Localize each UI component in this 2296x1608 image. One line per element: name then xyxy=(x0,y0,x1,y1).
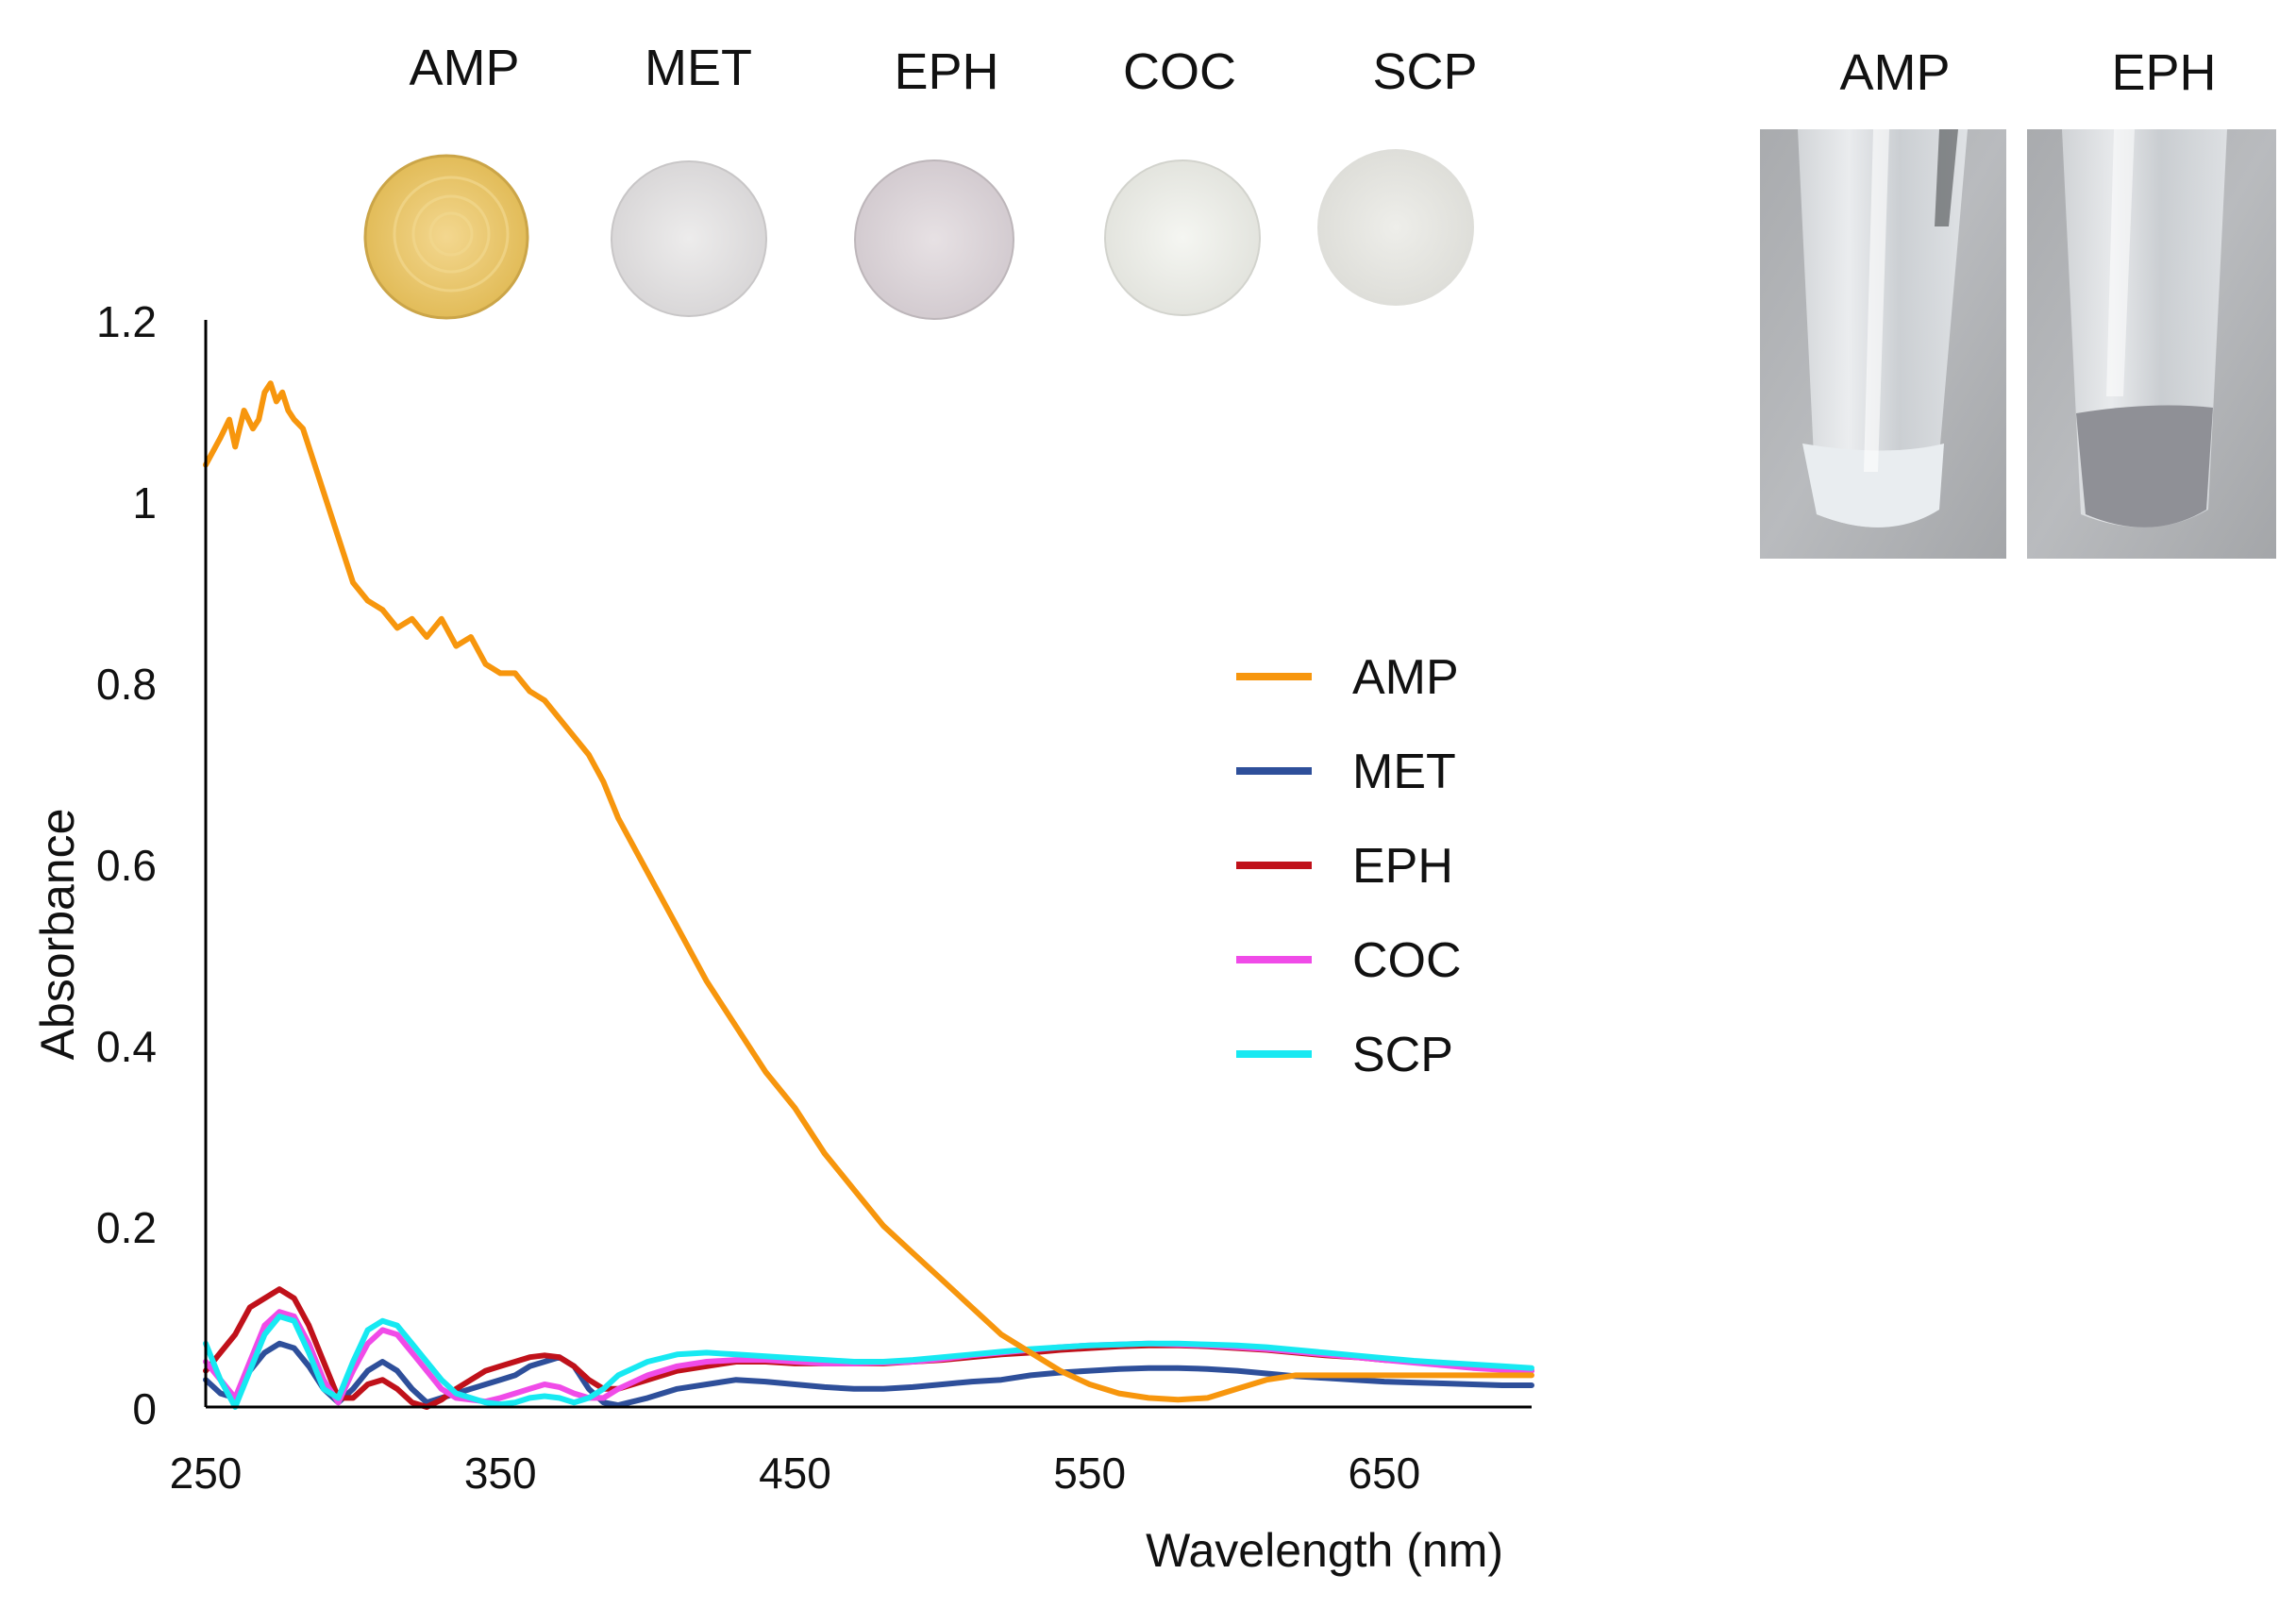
legend: AMP MET EPH COC SCP xyxy=(1236,650,1462,1082)
y-tick-label: 1.2 xyxy=(96,297,157,346)
tube-photo-panel: AMP EPH xyxy=(1760,44,2276,559)
y-axis-title: Absorbance xyxy=(31,809,84,1061)
spot-coc xyxy=(1104,159,1261,316)
legend-label-met: MET xyxy=(1352,745,1456,799)
y-tick-label: 1 xyxy=(132,478,157,528)
legend-label-coc: COC xyxy=(1352,933,1462,988)
x-tick-labels: 250 350 450 550 650 xyxy=(170,1449,1421,1498)
tube-photo-amp xyxy=(1760,129,2006,559)
series-line-scp xyxy=(203,1314,1534,1410)
spot-amp xyxy=(363,154,529,320)
x-tick-label: 650 xyxy=(1349,1449,1421,1498)
x-tick-label: 550 xyxy=(1053,1449,1126,1498)
series-line-met xyxy=(203,1340,1534,1409)
y-tick-label: 0.2 xyxy=(96,1203,157,1252)
spot-label-eph: EPH xyxy=(894,43,998,100)
spot-label-scp: SCP xyxy=(1372,43,1477,100)
x-axis-title: Wavelength (nm) xyxy=(1146,1524,1503,1577)
y-tick-label: 0.8 xyxy=(96,660,157,709)
spot-label-met: MET xyxy=(645,40,752,96)
y-tick-labels: 0 0.2 0.4 0.6 0.8 1 1.2 xyxy=(96,297,157,1433)
y-tick-label: 0.4 xyxy=(96,1022,157,1071)
legend-label-scp: SCP xyxy=(1352,1028,1453,1082)
spot-label-coc: COC xyxy=(1123,43,1236,100)
chart-area: 0 0.2 0.4 0.6 0.8 1 1.2 250 350 450 550 650 Absorb… xyxy=(31,297,1534,1577)
series-line-amp xyxy=(203,380,1534,1403)
x-tick-label: 250 xyxy=(170,1449,243,1498)
sample-spot-row: AMP MET EPH COC SCP xyxy=(363,40,1489,320)
x-tick-label: 350 xyxy=(464,1449,537,1498)
y-tick-label: 0.6 xyxy=(96,841,157,890)
legend-label-amp: AMP xyxy=(1352,650,1459,705)
spot-amp-rings xyxy=(393,176,510,293)
spot-eph xyxy=(854,159,1014,320)
tube-label-eph: EPH xyxy=(2111,44,2216,101)
tube-label-amp: AMP xyxy=(1839,44,1950,101)
plot-lines xyxy=(203,380,1534,1410)
legend-label-eph: EPH xyxy=(1352,839,1453,894)
spot-scp xyxy=(1317,149,1474,306)
y-tick-label: 0 xyxy=(132,1384,157,1433)
spot-met xyxy=(611,160,767,317)
tube-photo-eph xyxy=(2027,129,2276,559)
x-tick-label: 450 xyxy=(759,1449,831,1498)
spot-label-amp: AMP xyxy=(409,40,519,96)
